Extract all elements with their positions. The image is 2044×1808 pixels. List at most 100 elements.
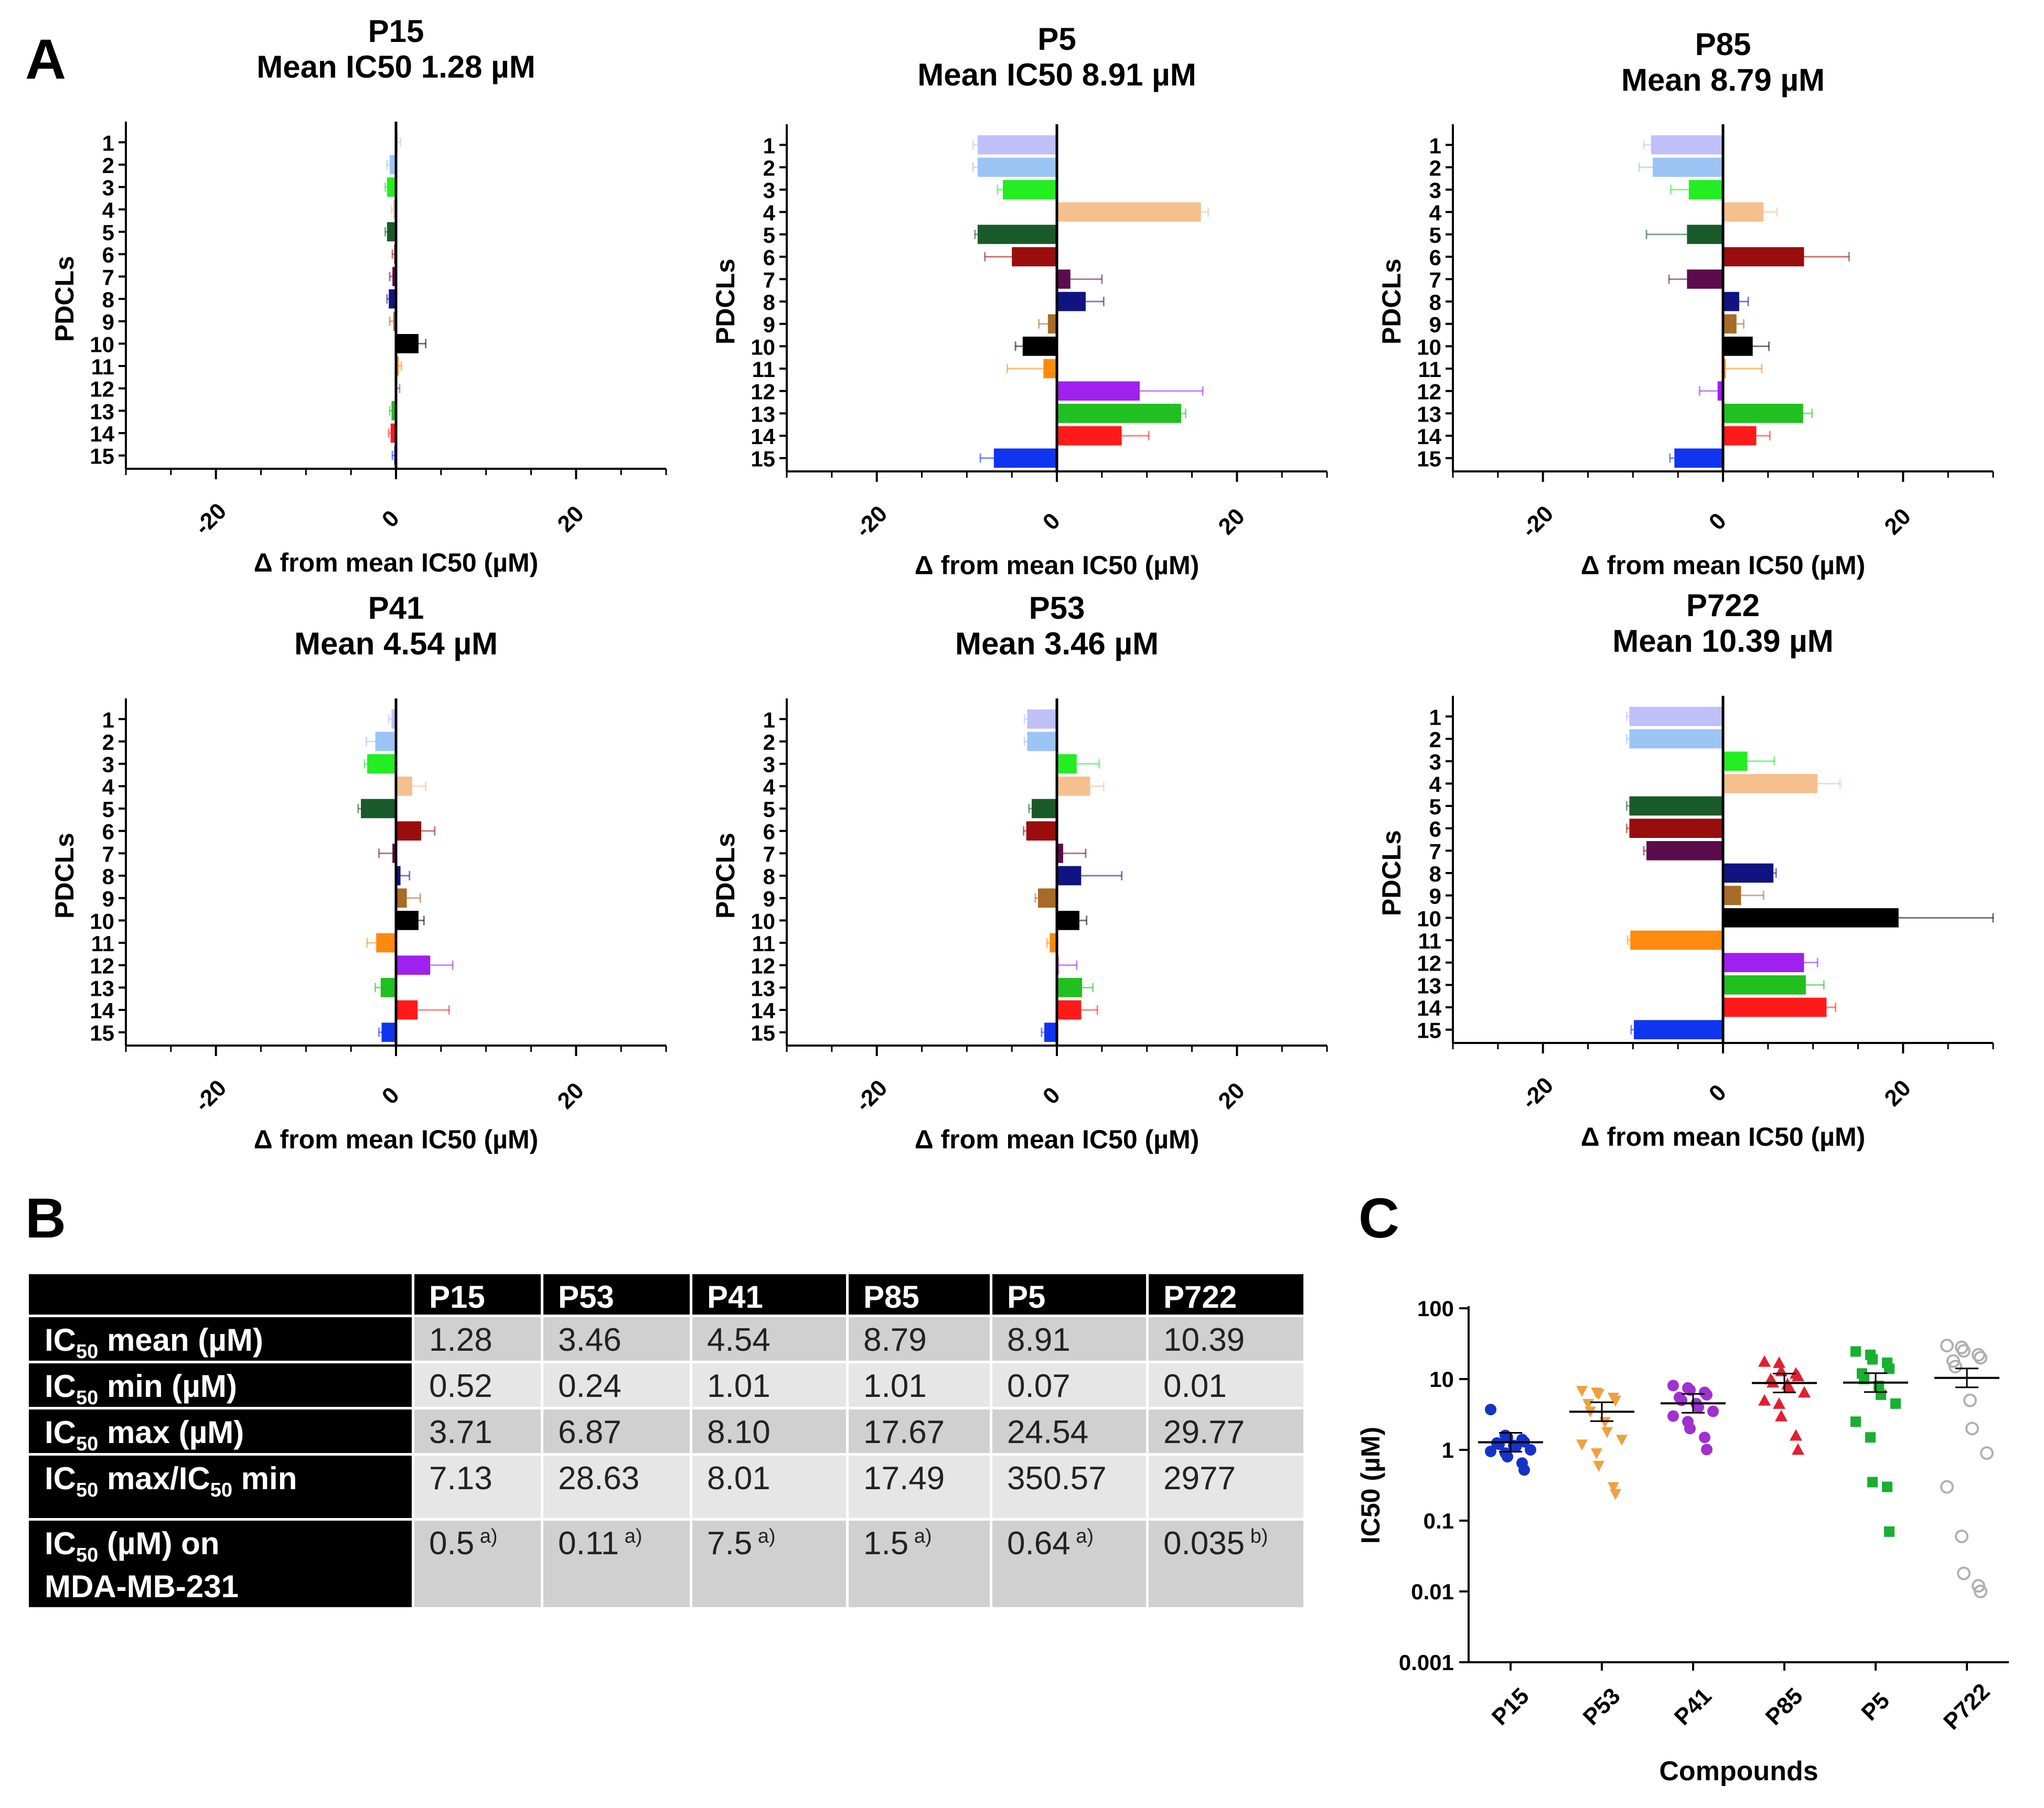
table-value-cell	[692, 1363, 846, 1407]
bar-pdcl-7	[1057, 269, 1071, 289]
y-tick-label: 4	[102, 774, 115, 799]
y-tick-label: 10	[90, 332, 114, 357]
x-tick-label: P5	[1856, 1687, 1895, 1726]
data-point	[1485, 1446, 1496, 1458]
y-tick-label: 12	[90, 954, 114, 978]
data-point	[1974, 1585, 1987, 1598]
table-value-cell	[543, 1317, 690, 1361]
bar-pdcl-4	[396, 776, 412, 796]
table-header-blank	[29, 1274, 412, 1315]
data-point	[1610, 1395, 1621, 1407]
table-value-cell	[992, 1521, 1146, 1607]
data-point	[1518, 1464, 1530, 1476]
table-header-p41: P41	[707, 1279, 763, 1315]
data-point	[1867, 1477, 1878, 1488]
data-point	[1593, 1460, 1604, 1472]
table-value-cell	[992, 1363, 1146, 1407]
table-value: 28.63	[558, 1460, 639, 1497]
table-value: 17.67	[863, 1414, 945, 1450]
y-tick-label: 14	[751, 998, 775, 1023]
data-point	[1890, 1398, 1901, 1409]
y-tick-label: 2	[102, 730, 114, 755]
bar-pdcl-7	[1646, 841, 1723, 860]
x-tick-label: -20	[1517, 501, 1559, 543]
y-tick-label: 3	[1429, 750, 1441, 774]
x-axis-title: Δ from mean IC50 (µM)	[254, 548, 539, 577]
y-tick-label: 5	[102, 220, 114, 245]
data-point	[1957, 1566, 1971, 1580]
data-point	[1792, 1370, 1804, 1382]
y-axis-title: PDCLs	[1377, 830, 1406, 916]
data-point	[1616, 1435, 1628, 1446]
table-value-cell	[414, 1363, 541, 1407]
table-value: 29.77	[1163, 1414, 1245, 1450]
table-row-label-cell	[29, 1521, 412, 1607]
y-tick-label: 13	[751, 976, 775, 1000]
y-tick-label: 2	[1429, 727, 1441, 752]
y-tick-label: 5	[1429, 794, 1441, 819]
chart-title: P5	[1037, 21, 1076, 57]
bar-pdcl-11	[1630, 930, 1723, 950]
y-tick-label: 100	[1417, 1296, 1454, 1321]
bar-pdcl-2	[1629, 729, 1723, 749]
y-axis-title: PDCLs	[1377, 259, 1406, 345]
data-point	[1502, 1451, 1513, 1463]
x-axis-title: Δ from mean IC50 (µM)	[915, 1125, 1200, 1154]
table-value: 1.01	[863, 1368, 927, 1404]
table-row-label: IC50 min (µM)	[45, 1369, 237, 1409]
y-tick-label: 12	[751, 954, 775, 978]
table-value-cell	[543, 1521, 690, 1607]
data-point	[1667, 1410, 1679, 1422]
y-tick-label: 15	[90, 1021, 114, 1046]
data-point	[1525, 1444, 1536, 1456]
bar-pdcl-1	[1027, 709, 1057, 729]
bar-pdcl-2	[977, 157, 1057, 177]
y-tick-label: 12	[90, 377, 114, 402]
subscript: 50	[76, 1433, 98, 1455]
table-value-cell	[1149, 1521, 1303, 1607]
bar-pdcl-2	[389, 155, 396, 175]
table-value: 17.49	[863, 1460, 945, 1497]
y-tick-label: 4	[102, 198, 115, 222]
table-value: 8.01	[707, 1460, 770, 1497]
bar-pdcl-13	[1723, 975, 1806, 995]
table-value-cell	[414, 1317, 541, 1361]
x-tick-label: P15	[1487, 1683, 1534, 1730]
y-tick-label: 13	[751, 402, 775, 426]
bar-pdcl-11	[1050, 933, 1057, 953]
subscript: 50	[76, 1479, 98, 1501]
panel-label-c: C	[1358, 1186, 1399, 1250]
y-tick-label: 15	[1417, 1018, 1441, 1043]
table-value: 0.52	[429, 1368, 493, 1404]
x-tick-label: -20	[190, 1075, 232, 1117]
chart-subtitle: Mean IC50 8.91 µM	[917, 57, 1196, 92]
data-point	[1955, 1529, 1968, 1543]
bar-pdcl-13	[1057, 977, 1083, 997]
bar-pdcl-1	[1629, 706, 1723, 726]
bar-pdcl-11	[396, 356, 399, 376]
x-tick-label: P85	[1761, 1683, 1808, 1730]
bar-pdcl-9	[1047, 314, 1057, 334]
data-point	[1767, 1376, 1779, 1388]
bar-pdcl-8	[1723, 863, 1774, 883]
data-point	[1884, 1363, 1895, 1374]
table-header-cell	[1149, 1274, 1303, 1315]
x-tick-label: 0	[1038, 508, 1065, 535]
chart-title: P722	[1686, 588, 1760, 623]
bar-pdcl-3	[1688, 180, 1723, 200]
label-part: IC	[45, 1526, 76, 1561]
table-value-cell	[414, 1456, 541, 1518]
table-value: 24.54	[1007, 1414, 1088, 1450]
table-header-p53: P53	[558, 1279, 614, 1315]
table-row-label: IC50 mean (µM)	[45, 1322, 263, 1363]
table-footnote-marker: a)	[908, 1525, 932, 1547]
y-tick-label: 8	[763, 290, 775, 315]
table-row-label: IC50 (µM) on	[45, 1526, 219, 1566]
table-footnote-marker: a)	[474, 1525, 497, 1547]
bar-pdcl-3	[367, 754, 396, 774]
panel-label-a: A	[25, 27, 66, 91]
y-tick-label: 14	[1417, 996, 1441, 1020]
bar-pdcl-15	[381, 1023, 396, 1042]
y-tick-label: 0.001	[1399, 1650, 1454, 1675]
